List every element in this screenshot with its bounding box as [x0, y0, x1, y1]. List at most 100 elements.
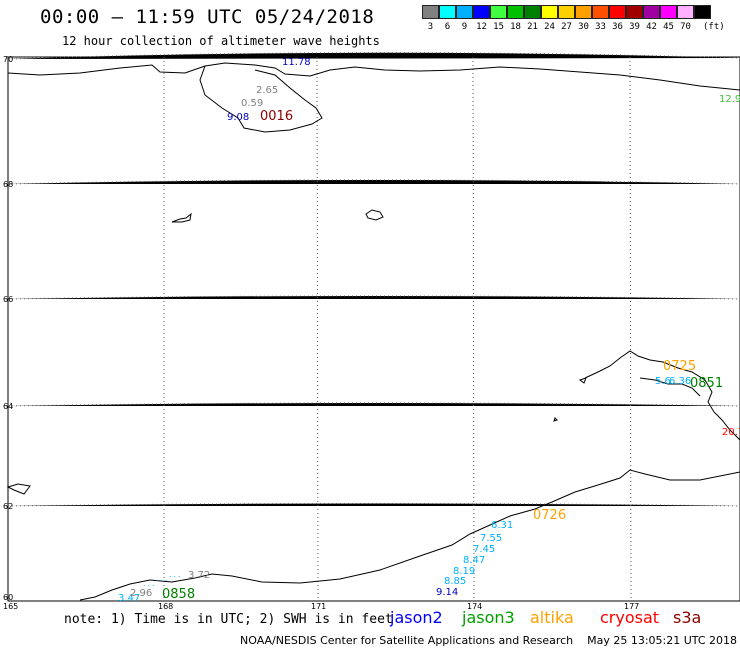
map-subtitle: 12 hour collection of altimeter wave hei…: [62, 34, 380, 48]
lon-label: 168: [158, 602, 173, 611]
wave-height-label: 6.31: [491, 520, 513, 531]
coastline-east-islet: [578, 377, 587, 384]
scale-swatch: [660, 5, 677, 19]
legend-jason2: jason2: [390, 608, 443, 627]
map-title: 00:00 – 11:59 UTC 05/24/2018: [40, 6, 375, 28]
latitude-gridlines: [7, 52, 740, 507]
longitude-gridlines: [163, 56, 632, 601]
wave-height-label: 9.08: [227, 112, 249, 123]
color-scale-labels: 3 6 9 12 15 18 21 24 27 30 33 36 39 42 4…: [422, 22, 694, 32]
scale-swatch: [422, 5, 439, 19]
wave-height-label: 2.96: [130, 588, 152, 599]
lon-171-gridline: [316, 56, 319, 601]
scale-swatch: [524, 5, 541, 19]
scale-label: 36: [612, 22, 623, 32]
scale-label: 27: [561, 22, 572, 32]
lat-label: 68: [3, 180, 13, 189]
lon-177-gridline: [629, 56, 632, 601]
wave-height-label: 7.45: [473, 544, 495, 555]
scale-label: 21: [527, 22, 538, 32]
wave-height-label: 3.47: [118, 593, 140, 604]
scale-label: 6: [444, 22, 451, 32]
legend-s3a: s3a: [673, 608, 702, 627]
wave-height-label: 5.6: [655, 376, 671, 387]
lon-label: 171: [311, 602, 326, 611]
lat-66-gridline: [7, 295, 740, 300]
time-label: 0016: [260, 109, 293, 124]
scale-label: 33: [595, 22, 606, 32]
lon-label: 174: [467, 602, 482, 611]
scale-swatch: [456, 5, 473, 19]
coastline-island-a: [365, 209, 384, 221]
scale-label: 12: [476, 22, 487, 32]
scale-swatch: [609, 5, 626, 19]
coastline-peninsula: [199, 65, 323, 133]
time-label: 0725: [663, 359, 696, 374]
credit-line: NOAA/NESDIS Center for Satellite Applica…: [240, 634, 738, 647]
scale-label: 42: [646, 22, 657, 32]
scale-swatch: [694, 5, 711, 19]
wave-height-label: 7.55: [480, 533, 502, 544]
time-label: 0726: [533, 508, 566, 523]
scale-swatch: [677, 5, 694, 19]
scale-label: 30: [578, 22, 589, 32]
wave-height-label: 3.72: [188, 570, 210, 581]
scale-swatch: [575, 5, 592, 19]
wave-height-label: 2.65: [256, 85, 278, 96]
scale-swatch: [643, 5, 660, 19]
coastline-east-bay: [639, 377, 701, 397]
track-mark: ˙˙˙: [168, 576, 182, 586]
track-mark: ˙˙˙: [155, 580, 169, 590]
coastline-west: [6, 483, 31, 495]
time-label: 0858: [162, 587, 195, 602]
scale-swatch: [558, 5, 575, 19]
scale-swatch: [473, 5, 490, 19]
scale-swatch: [490, 5, 507, 19]
lat-label: 60: [3, 593, 13, 602]
wave-height-label: 12.9: [719, 94, 740, 105]
coastline-east-islet-2: [553, 417, 558, 422]
wave-height-label: 8.19: [453, 566, 475, 577]
color-scale-bar: [422, 5, 711, 19]
scale-label: 70: [680, 22, 691, 32]
scale-label: 3: [427, 22, 434, 32]
lat-label: 70: [3, 55, 13, 64]
lat-label: 62: [3, 502, 13, 511]
lat-label: 66: [3, 295, 13, 304]
scale-label: 39: [629, 22, 640, 32]
legend-altika: altika: [530, 608, 574, 627]
time-label: 0851: [690, 376, 723, 391]
scale-swatch: [439, 5, 456, 19]
scale-swatch: [541, 5, 558, 19]
lon-label: 177: [624, 602, 639, 611]
scale-swatch: [592, 5, 609, 19]
legend-cryosat: cryosat: [600, 608, 660, 627]
lat-68-gridline: [7, 179, 740, 185]
scale-label: 9: [461, 22, 468, 32]
wave-height-label: 8.85: [444, 576, 466, 587]
lat-64-gridline: [7, 402, 740, 407]
lat-label: 64: [3, 402, 13, 411]
coastline-east: [584, 350, 740, 441]
altimeter-track-marks: ˙˙˙ ˙˙˙ ˙˙˙: [142, 576, 182, 595]
wave-height-label: 8.47: [463, 555, 485, 566]
lon-174-gridline: [472, 56, 475, 601]
coastline-north: [7, 62, 740, 91]
scale-swatch: [626, 5, 643, 19]
wave-height-label: 9.14: [436, 587, 458, 598]
lat-62-gridline: [7, 503, 740, 507]
wave-height-label: 0.59: [241, 98, 263, 109]
lon-label: 165: [3, 602, 18, 611]
scale-label: 24: [544, 22, 555, 32]
wave-height-label: 6.36: [669, 376, 691, 387]
map-frame: [7, 56, 740, 602]
wave-height-label: 20.7: [722, 427, 740, 438]
wave-height-label: 11.78: [282, 57, 311, 68]
legend-jason3: jason3: [462, 608, 515, 627]
scale-label: 45: [663, 22, 674, 32]
lat-70-gridline: [7, 52, 740, 60]
scale-swatch: [507, 5, 524, 19]
coastline-island-b: [171, 212, 192, 223]
footnote: note: 1) Time is in UTC; 2) SWH is in fe…: [64, 612, 393, 627]
